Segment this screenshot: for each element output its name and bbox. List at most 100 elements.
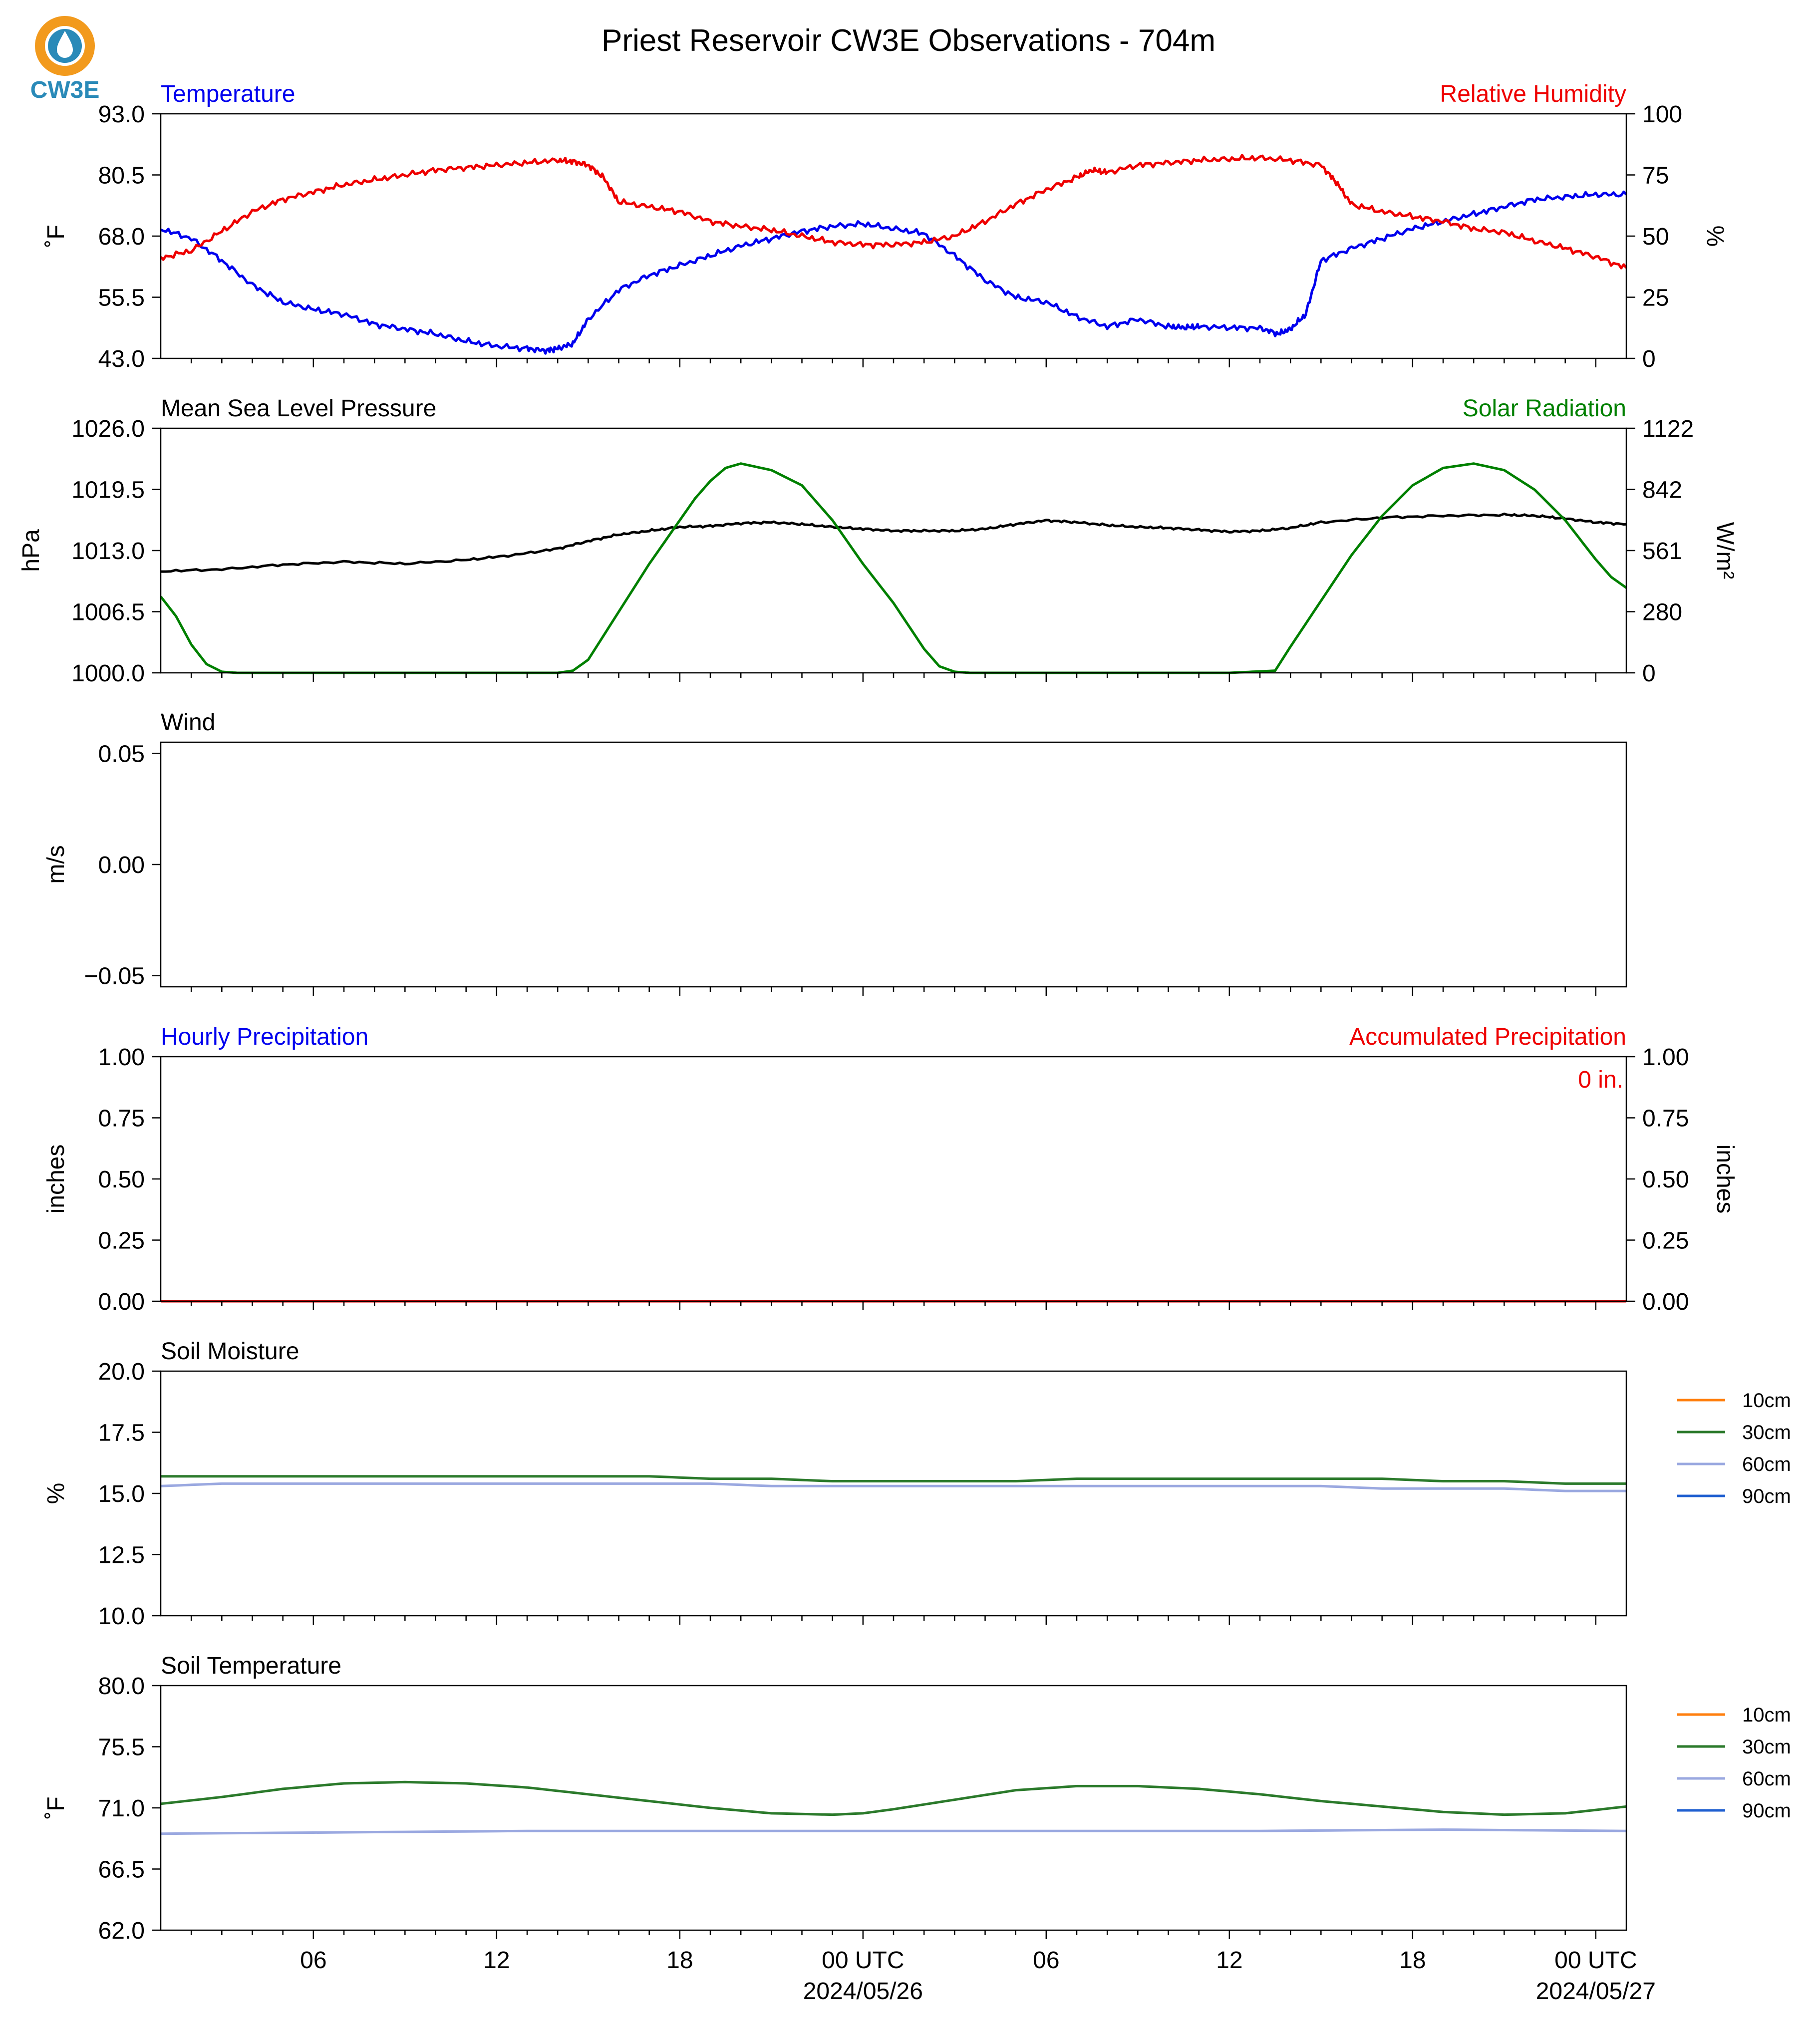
y-tick-label-left: 1013.0 <box>71 538 145 565</box>
y-tick-label-left: 80.5 <box>98 163 145 189</box>
y-tick-label-right: 561 <box>1642 538 1682 565</box>
x-tick-label: 06 <box>1033 1947 1059 1974</box>
y-tick-label-right: 75 <box>1642 163 1669 189</box>
y-tick-label-left: 80.0 <box>98 1673 145 1700</box>
panel-frame <box>160 113 1627 359</box>
y-tick-label-right: 842 <box>1642 477 1682 504</box>
logo-drop-icon <box>57 31 73 58</box>
y-tick-label-left: 1026.0 <box>71 416 145 442</box>
panel-title-right: Solar Radiation <box>1463 395 1626 422</box>
y-tick-label-left: 20.0 <box>98 1359 145 1385</box>
y-tick-label-left: 0.00 <box>98 852 145 878</box>
legend-label: 30cm <box>1742 1736 1791 1758</box>
accumulated-total-label: 0 in. <box>1578 1067 1623 1093</box>
cw3e-logo: CW3E <box>30 16 100 103</box>
y-tick-label-right: 0.75 <box>1642 1106 1689 1132</box>
y-tick-label-right: 1122 <box>1642 416 1694 442</box>
legend-label: 90cm <box>1742 1485 1791 1507</box>
y-tick-label-left: 43.0 <box>98 346 145 372</box>
y-tick-label-right: 0.00 <box>1642 1289 1689 1315</box>
y-tick-label-left: 12.5 <box>98 1542 145 1569</box>
x-tick-label: 06 <box>300 1947 326 1974</box>
panel-precipitation: Hourly Precipitation Accumulated Precipit… <box>43 1024 1738 1315</box>
panel-wind: Wind 0.05 0.00 −0.05 m/s <box>43 709 1627 996</box>
y-tick-label-left: 1019.5 <box>71 477 145 504</box>
y-tick-label-left: −0.05 <box>84 963 145 990</box>
y-tick-label-right: 25 <box>1642 285 1669 311</box>
legend-label: 60cm <box>1742 1768 1791 1790</box>
x-tick-label: 18 <box>1399 1947 1426 1974</box>
y-tick-label-left: 71.0 <box>98 1795 145 1822</box>
series-line-solar-radiation <box>160 462 1627 674</box>
panel-title-left: Soil Moisture <box>161 1338 299 1365</box>
x-tick-label: 12 <box>483 1947 510 1974</box>
series-line-60cm <box>160 1482 1626 1492</box>
panel-title-right: Relative Humidity <box>1440 81 1626 107</box>
legend-label: 10cm <box>1742 1704 1791 1726</box>
y-tick-label-left: 15.0 <box>98 1481 145 1507</box>
y-tick-label-left: 10.0 <box>98 1603 145 1630</box>
y-tick-label-left: 68.0 <box>98 224 145 250</box>
x-date-label: 2024/05/27 <box>1536 1978 1656 2005</box>
legend-label: 60cm <box>1742 1453 1791 1475</box>
y-tick-label-left: 1006.5 <box>71 599 145 626</box>
y-axis-label-left: inches <box>43 1145 69 1214</box>
x-tick-label: 12 <box>1216 1947 1242 1974</box>
y-tick-label-left: 17.5 <box>98 1420 145 1447</box>
series-line-60cm <box>160 1828 1627 1835</box>
y-tick-label-right: 0.50 <box>1642 1166 1689 1193</box>
series-line-temperature <box>160 190 1627 355</box>
y-tick-label-left: 0.50 <box>98 1166 145 1193</box>
figure-title: Priest Reservoir CW3E Observations - 704… <box>602 23 1215 58</box>
y-tick-label-right: 0 <box>1642 660 1656 687</box>
panel-pressure_solar: Mean Sea Level Pressure Solar Radiation 10… <box>18 395 1738 687</box>
panel-frame <box>160 1056 1627 1302</box>
panel-title-right: Accumulated Precipitation <box>1349 1024 1626 1050</box>
panel-soil_moisture: Soil Moisture 20.0 17.5 15.0 12.5 10.0% 10cm 30… <box>43 1338 1791 1630</box>
y-tick-label-left: 75.5 <box>98 1735 145 1761</box>
panel-frame <box>160 741 1627 988</box>
y-axis-label-right: inches <box>1712 1145 1738 1214</box>
legend-label: 10cm <box>1742 1390 1791 1412</box>
series-line-30cm <box>160 1780 1627 1816</box>
y-axis-label-left: ˚F <box>43 1796 69 1819</box>
legend-label: 30cm <box>1742 1422 1791 1444</box>
y-tick-label-right: 280 <box>1642 599 1682 626</box>
legend-label: 90cm <box>1742 1800 1791 1822</box>
y-tick-label-right: 0.25 <box>1642 1228 1689 1254</box>
y-tick-label-left: 1000.0 <box>71 660 145 687</box>
panel-soil_temperature: Soil Temperature 80.0 75.5 71.0 66.5 62.0 ˚F 10… <box>43 1653 1791 1944</box>
series-line-relative-humidity <box>160 154 1627 270</box>
y-tick-label-left: 93.0 <box>98 101 145 128</box>
x-tick-label: 00 UTC <box>1554 1947 1637 1974</box>
logo-text: CW3E <box>30 77 100 103</box>
x-date-label: 2024/05/26 <box>803 1978 923 2005</box>
y-axis-label-right: % <box>1702 226 1728 247</box>
y-axis-label-left: ˚F <box>43 225 69 247</box>
x-tick-label: 00 UTC <box>822 1947 904 1974</box>
y-tick-label-right: 0 <box>1642 346 1656 372</box>
y-tick-label-left: 55.5 <box>98 285 145 311</box>
series-line-30cm <box>161 1475 1626 1485</box>
y-tick-label-right: 50 <box>1642 224 1669 250</box>
panel-title-left: Hourly Precipitation <box>161 1024 368 1050</box>
panel-temperature_humidity: Temperature Relative Humidity 93.0 80.5 68.0… <box>43 81 1728 372</box>
panel-title-left: Mean Sea Level Pressure <box>161 395 436 422</box>
y-axis-label-left: hPa <box>18 529 44 572</box>
y-tick-label-left: 62.0 <box>98 1918 145 1944</box>
panel-frame <box>160 1370 1627 1617</box>
y-tick-label-right: 1.00 <box>1642 1044 1689 1071</box>
y-axis-label-right: W/m² <box>1712 522 1738 579</box>
y-tick-label-left: 0.05 <box>98 741 145 767</box>
y-axis-label-left: % <box>43 1483 69 1504</box>
y-tick-label-right: 100 <box>1642 101 1682 128</box>
panel-frame <box>160 427 1627 674</box>
y-tick-label-left: 0.75 <box>98 1106 145 1132</box>
panel-title-left: Temperature <box>161 81 295 107</box>
y-tick-label-left: 0.25 <box>98 1228 145 1254</box>
logo-sun-ring <box>35 16 95 76</box>
panel-title-left: Wind <box>161 709 215 736</box>
y-tick-label-left: 66.5 <box>98 1857 145 1883</box>
y-tick-label-left: 1.00 <box>98 1044 145 1071</box>
